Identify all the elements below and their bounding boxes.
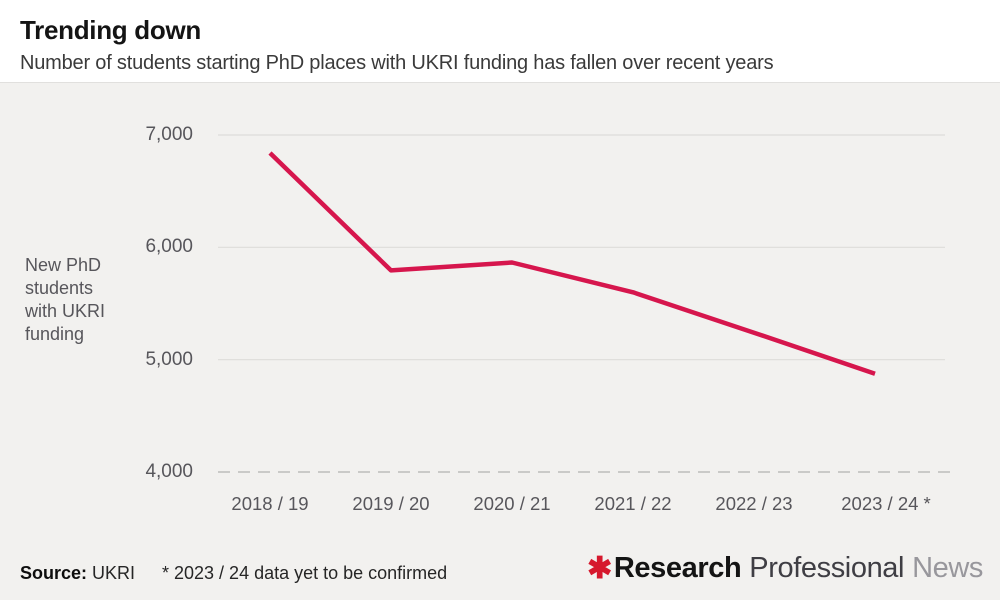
x-tick-2019-20: 2019 / 20	[352, 493, 430, 514]
chart-subtitle: Number of students starting PhD places w…	[20, 52, 774, 74]
logo-word-news: News	[912, 552, 983, 584]
x-tick-2020-21: 2020 / 21	[473, 493, 551, 514]
footnote: * 2023 / 24 data yet to be confirmed	[162, 563, 448, 583]
source-line: Source: UKRI	[20, 562, 135, 584]
header: Trending down Number of students startin…	[0, 0, 1000, 83]
logo-word-professional: Professional	[749, 552, 905, 584]
y-tick-6000: 6,000	[145, 236, 193, 257]
source-label: Source:	[20, 563, 88, 583]
logo-asterisk-icon: ✱	[587, 552, 612, 585]
x-tick-2022-23: 2022 / 23	[715, 493, 793, 514]
x-tick-2021-22: 2021 / 22	[594, 493, 672, 514]
y-tick-7000: 7,000	[145, 124, 193, 145]
x-tick-2018-19: 2018 / 19	[231, 493, 309, 514]
y-tick-4000: 4,000	[145, 461, 193, 482]
y-axis-label: New PhD students with UKRI funding	[25, 255, 106, 344]
research-professional-news-logo: ✱ Research Professional News	[587, 551, 983, 585]
logo-word-research: Research	[613, 552, 742, 584]
y-tick-5000: 5,000	[145, 349, 193, 370]
chart-title: Trending down	[20, 15, 201, 45]
source-value: UKRI	[92, 563, 136, 583]
x-tick-2023-24: 2023 / 24 *	[841, 493, 931, 514]
